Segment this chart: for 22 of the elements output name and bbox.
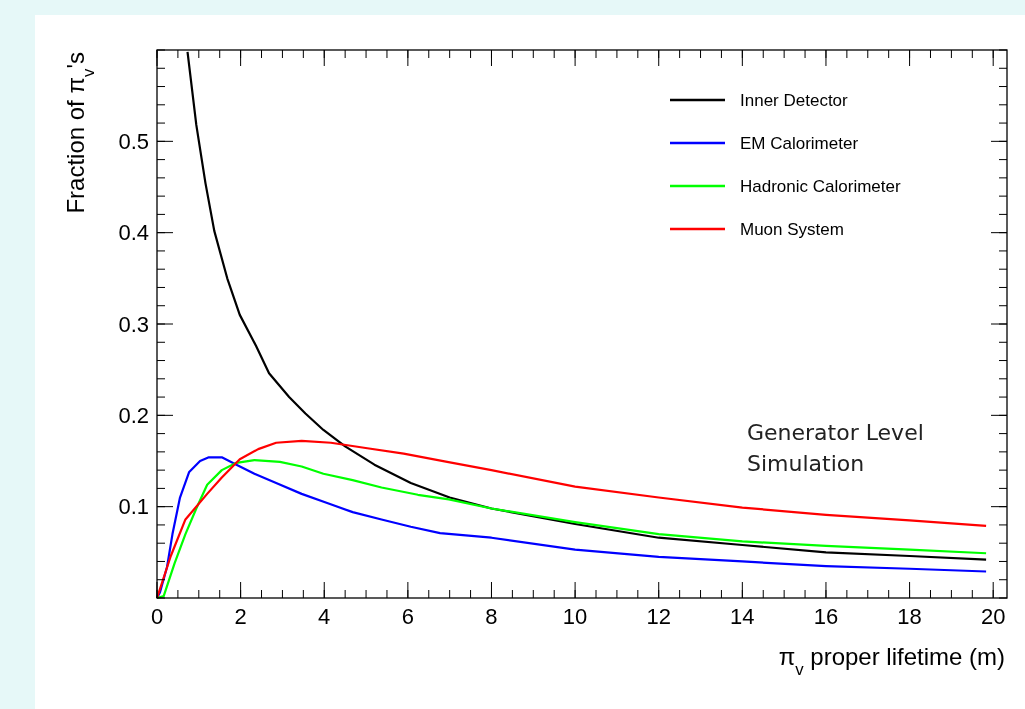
x-tick-label: 0 — [150, 604, 164, 629]
legend-label: Hadronic Calorimeter — [740, 176, 901, 196]
y-tick-label: 0.1 — [118, 494, 149, 520]
x-tick-label: 18 — [897, 604, 922, 629]
x-tick-label: 16 — [813, 604, 839, 629]
y-tick-label: 0.2 — [118, 403, 149, 429]
legend-label: Muon System — [740, 219, 844, 239]
y-tick-label: 0.4 — [118, 220, 149, 246]
legend-label: EM Calorimeter — [740, 133, 859, 153]
x-tick-label: 8 — [485, 604, 498, 629]
x-tick-label: 2 — [234, 604, 247, 629]
y-tick-label: 0.3 — [118, 311, 149, 337]
x-tick-label: 20 — [980, 604, 1006, 629]
y-tick-label: 0.5 — [118, 129, 149, 155]
x-tick-label: 6 — [401, 604, 414, 629]
legend-label: Inner Detector — [740, 90, 849, 110]
x-tick-label: 4 — [318, 604, 331, 629]
x-tick-label: 14 — [730, 604, 755, 629]
x-tick-label: 10 — [562, 604, 588, 629]
annotation: Generator Level Simulation — [747, 420, 924, 476]
x-tick-label: 12 — [646, 604, 671, 629]
x-axis-title: π$_{v}$ proper lifetime (m) — [778, 643, 1005, 679]
